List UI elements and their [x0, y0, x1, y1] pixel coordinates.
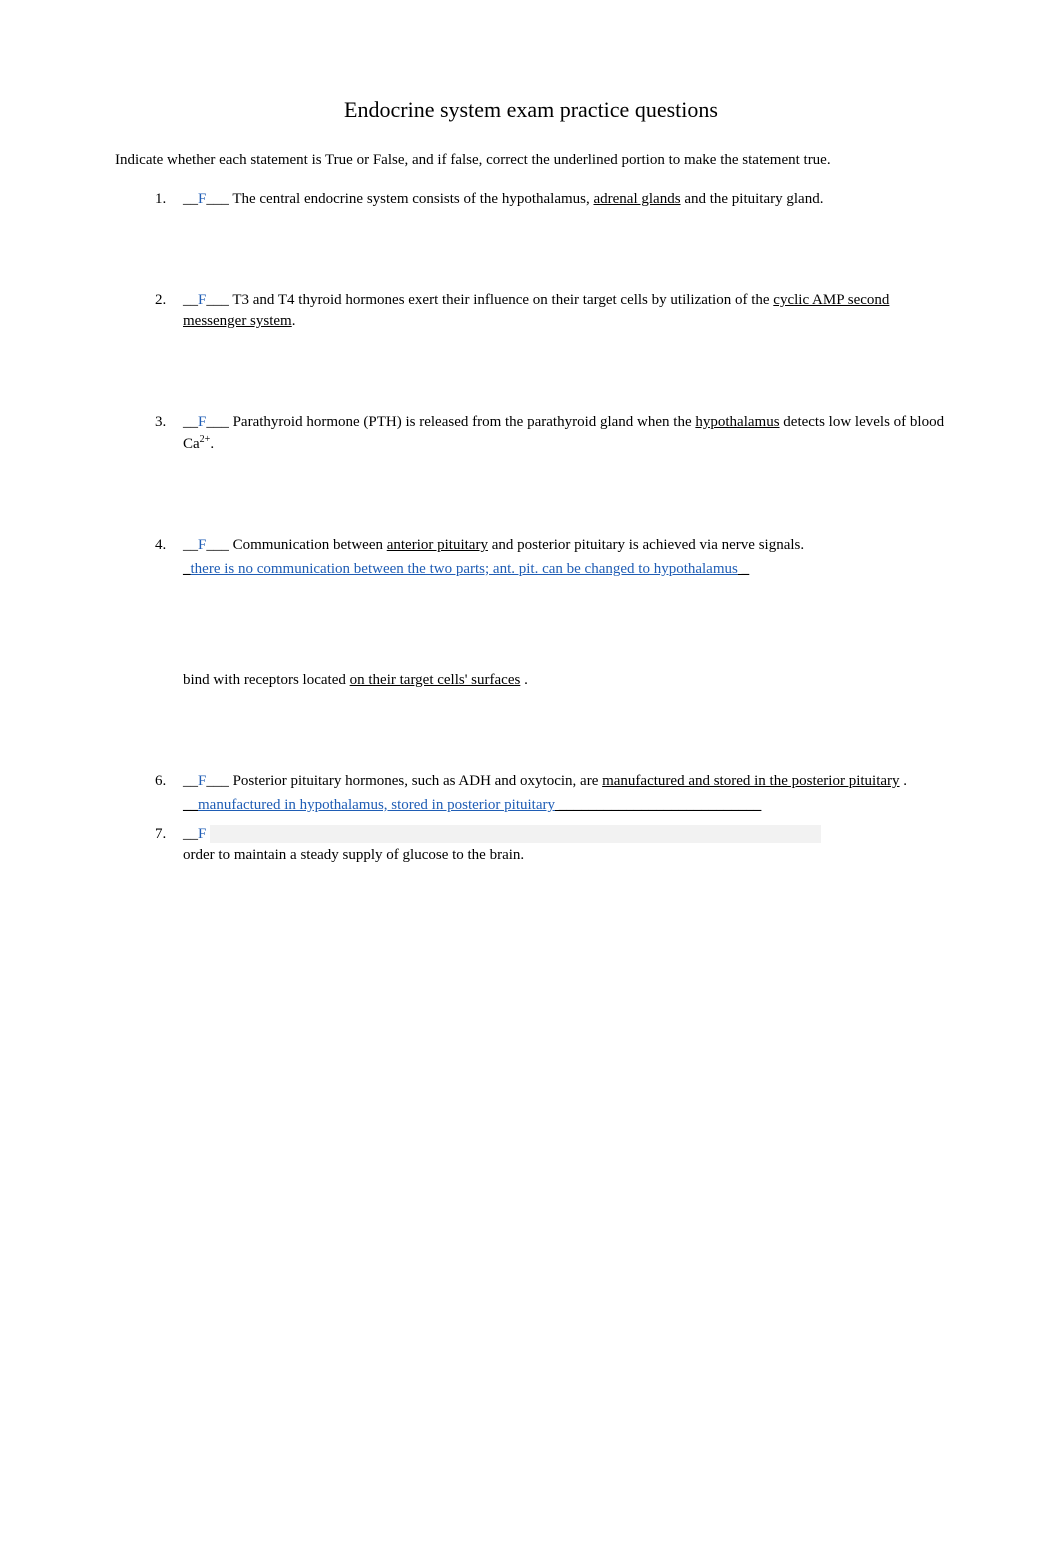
instructions-text: Indicate whether each statement is True … — [115, 150, 947, 171]
underlined-text: on their target cells' surfaces — [350, 672, 521, 688]
correction-line: __manufactured in hypothalamus, stored i… — [183, 795, 947, 816]
question-text: order to maintain a steady supply of glu… — [183, 847, 524, 863]
answer-blank: __F___ — [183, 292, 229, 308]
question-text: Posterior pituitary hormones, such as AD… — [233, 773, 907, 789]
question-number: 6. — [155, 771, 166, 792]
question-text: T3 and T4 thyroid hormones exert their i… — [183, 292, 889, 329]
superscript: 2+ — [200, 434, 211, 445]
answer-letter: F — [198, 826, 206, 842]
underlined-text: adrenal glands — [594, 191, 681, 207]
question-2: 2. __F___ T3 and T4 thyroid hormones exe… — [155, 290, 947, 332]
question-number: 1. — [155, 189, 166, 210]
answer-blank: __F — [183, 826, 206, 842]
hidden-highlight — [210, 825, 821, 843]
underlined-text: manufactured and stored in the posterior… — [602, 773, 899, 789]
page-title: Endocrine system exam practice questions — [115, 95, 947, 126]
question-6: 6. __F___ Posterior pituitary hormones, … — [155, 771, 947, 816]
question-4: 4. __F___ Communication between anterior… — [155, 535, 947, 580]
question-number: 4. — [155, 535, 166, 556]
question-number: 3. — [155, 412, 166, 433]
answer-blank: __F___ — [183, 191, 229, 207]
questions-list: 1. __F___ The central endocrine system c… — [115, 189, 947, 580]
answer-blank: __F___ — [183, 414, 229, 430]
correction-line: _there is no communication between the t… — [183, 559, 947, 580]
answer-blank: __F___ — [183, 773, 229, 789]
question-number: 2. — [155, 290, 166, 311]
question-text: The central endocrine system consists of… — [232, 191, 823, 207]
answer-blank: __F___ — [183, 537, 229, 553]
question-text: Parathyroid hormone (PTH) is released fr… — [183, 414, 944, 452]
fragment-text: bind with receptors located on their tar… — [115, 670, 947, 691]
question-text: Communication between anterior pituitary… — [233, 537, 805, 553]
question-number: 7. — [155, 824, 166, 845]
question-1: 1. __F___ The central endocrine system c… — [155, 189, 947, 210]
questions-list-bottom: 6. __F___ Posterior pituitary hormones, … — [115, 771, 947, 866]
underlined-text: anterior pituitary — [387, 537, 488, 553]
underlined-text: hypothalamus — [695, 414, 779, 430]
question-3: 3. __F___ Parathyroid hormone (PTH) is r… — [155, 412, 947, 455]
question-7: 7. __F order to maintain a steady supply… — [155, 824, 947, 866]
